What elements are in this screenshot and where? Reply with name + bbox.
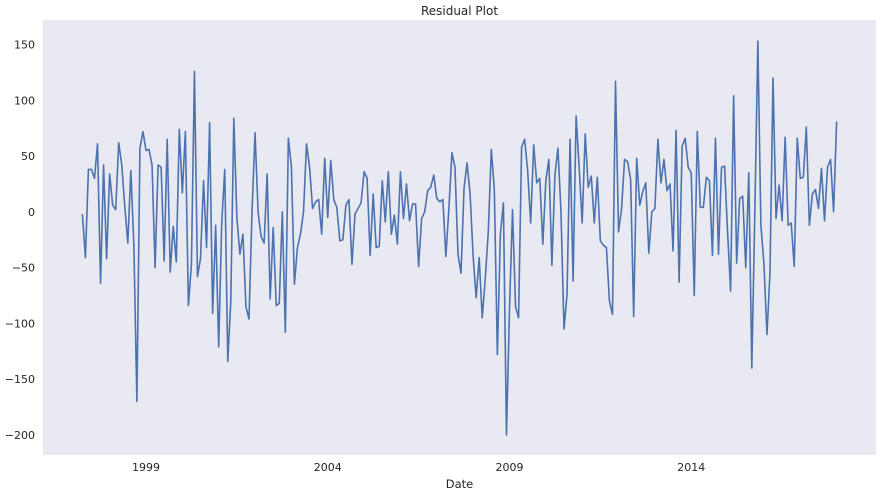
y-tick-label: −50 [12,262,35,275]
x-tick-label: 2014 [677,461,705,474]
y-tick-label: 50 [21,150,35,163]
chart-title: Residual Plot [421,4,498,18]
x-tick-label: 2004 [314,461,342,474]
x-tick-label: 1999 [132,461,160,474]
series-line-0 [81,40,838,436]
plot-area [43,20,876,455]
y-tick-label: −200 [5,429,35,442]
y-tick-label: −100 [5,317,35,330]
y-tick-label: 150 [14,39,35,52]
y-tick-label: 0 [28,206,35,219]
y-tick-label: 100 [14,94,35,107]
y-tick-label: −150 [5,373,35,386]
x-tick-label: 2009 [495,461,523,474]
y-axis-ticks: 150 100 50 0 −50 −100 −150 −200 [5,39,35,442]
x-axis-ticks: 1999 2004 2009 2014 [132,461,705,474]
series-layer [81,40,838,436]
x-axis-label: Date [446,477,474,491]
